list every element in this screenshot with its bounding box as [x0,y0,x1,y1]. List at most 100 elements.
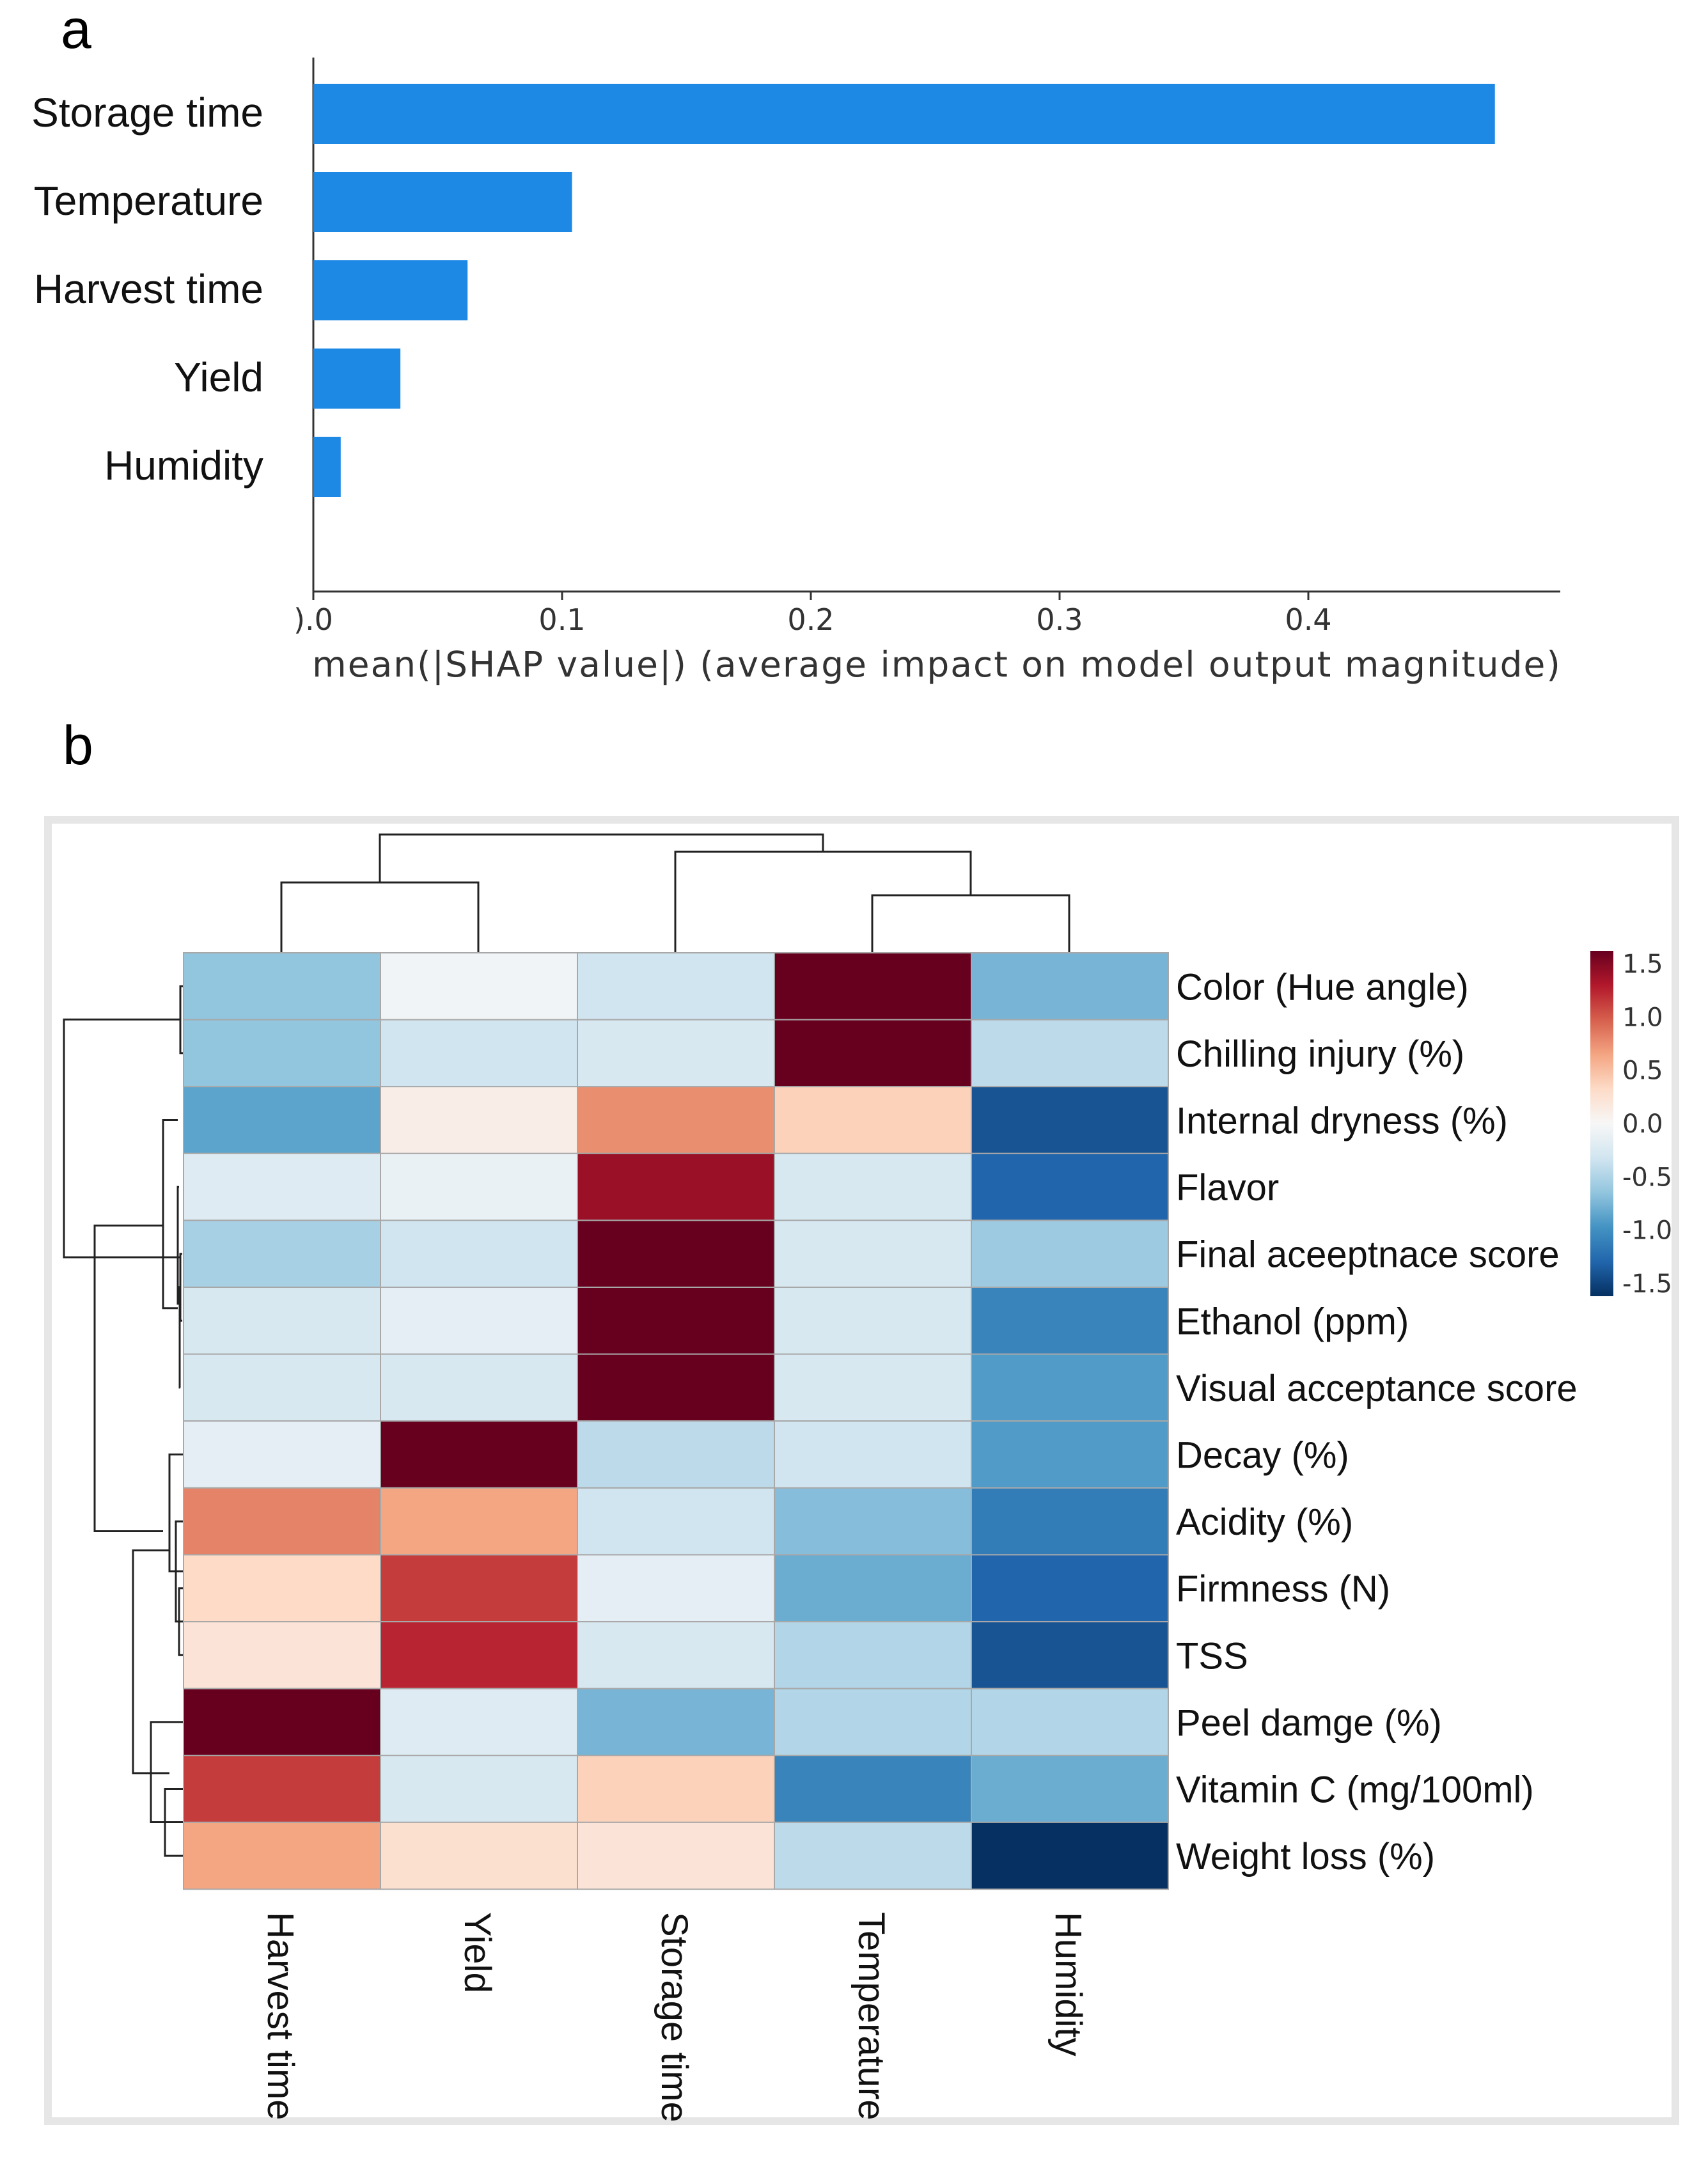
heatmap-cell [971,1353,1169,1422]
heatmap-cell [774,1755,972,1823]
row-label-peel-damge: Peel damge (%) [1176,1702,1442,1744]
heatmap-cell [577,952,775,1021]
heatmap-cell [380,1688,578,1757]
heatmap-cell [971,1487,1169,1556]
column-labels: Harvest time Yield Storage time Temperature… [260,1912,1089,2122]
heatmap-cell [380,1019,578,1088]
bar-label-harvest-time: Harvest time [34,266,263,312]
panel-b-label: b [63,715,93,776]
heatmap-cell [774,1353,972,1422]
colorbar-tick-label: -1.5 [1622,1269,1672,1299]
bar-temperature [313,172,572,232]
row-labels: Color (Hue angle) Chilling injury (%) Inte… [1176,966,1578,1877]
column-label-yield: Yield [457,1912,498,1993]
heatmap-cell [380,1420,578,1489]
panel-b: b Color (Hue angle) Chilling injury (%) In… [44,715,1679,2125]
heatmap-cell [183,1420,381,1489]
heatmap-cell [577,1152,775,1221]
heatmap-cell [183,1086,381,1154]
x-tick-label: 0.4 [1285,602,1331,637]
heatmap-cell [183,1554,381,1622]
colorbar-tick-label: 1.0 [1622,1003,1663,1032]
heatmap-cell [971,1219,1169,1289]
heatmap-cell [577,1420,775,1489]
bar-label-temperature: Temperature [34,178,263,224]
heatmap-cell [577,1086,775,1154]
row-dendro-link [93,1225,163,1532]
heatmap-cell [774,1688,972,1757]
heatmap-cell [774,1219,972,1289]
heatmap-cell [774,1152,972,1221]
bar-marks: Storage time Temperature Harvest time Yield… [31,84,1495,497]
heatmap-cell [183,952,381,1021]
row-dendro-link [150,1721,184,1823]
heatmap-cell [380,1755,578,1823]
heatmap-cell [971,1086,1169,1154]
row-label-flavor: Flavor [1176,1167,1279,1209]
colorbar-tick-label: 0.0 [1622,1109,1663,1139]
row-label-ethanol-ppm: Ethanol (ppm) [1176,1301,1409,1342]
heatmap-cell [380,1554,578,1622]
heatmap-cell [774,1821,972,1890]
heatmap-cell [774,1287,972,1355]
heatmap-cell [183,1353,381,1422]
heatmap-cell [183,1621,381,1689]
row-label-visual-acceptance-score: Visual acceptance score [1176,1368,1578,1409]
heatmap-cell [971,1688,1169,1757]
bar-label-yield: Yield [174,354,263,400]
heatmap-cell [971,952,1169,1021]
bar-yield [313,349,401,409]
heatmap-cell [380,1821,578,1890]
heatmap-cell [971,1755,1169,1823]
panel-a-label: a [61,0,91,60]
heatmap-cell [183,1019,381,1088]
x-tick-label: 0.2 [787,602,834,637]
heatmap-cell [971,1287,1169,1355]
row-dendro-link [132,1549,169,1775]
x-tick-label: 0.1 [538,602,585,637]
row-dendrogram [63,985,185,1857]
heatmap-cell [774,952,972,1021]
heatmap-cell [380,1287,578,1355]
heatmap-cell [183,1219,381,1289]
colorbar-tick-label: 1.5 [1622,950,1663,979]
bar-harvest-time [313,260,468,320]
heatmap-cell [774,1019,972,1088]
column-label-temperature: Temperature [850,1912,892,2120]
x-axis-ticks: ).0 0.1 0.2 0.3 0.4 [294,592,1332,637]
heatmap-cell [183,1688,381,1757]
column-label-humidity: Humidity [1047,1912,1089,2057]
shap-bar-chart: Storage time Temperature Harvest time Yield… [31,58,1562,686]
panel-a: a Storage time Temperature Harvest time Yie… [31,0,1562,686]
heatmap-cell [774,1554,972,1622]
heatmap-cell [380,1621,578,1689]
x-axis-label: mean(|SHAP value|) (average impact on mo… [312,644,1562,686]
bar-label-storage-time: Storage time [31,90,263,136]
row-label-weight-loss: Weight loss (%) [1176,1836,1435,1877]
heatmap-cell [183,1821,381,1890]
heatmap-cell [577,1219,775,1289]
x-tick-label: 0.3 [1036,602,1083,637]
column-label-harvest-time: Harvest time [260,1912,301,2120]
row-dendro-link [168,1454,184,1572]
row-label-vitamin-c-mg-100ml: Vitamin C (mg/100ml) [1176,1769,1534,1811]
heatmap-cell [774,1621,972,1689]
row-label-final-aceeptnace-score: Final aceeptnace score [1176,1234,1560,1276]
heatmap-cell [380,1086,578,1154]
column-dendrogram [280,833,1070,953]
heatmap-cell [183,1152,381,1221]
row-dendro-link [162,1119,178,1310]
row-dendro-link [63,1018,180,1258]
row-label-acidity: Acidity (%) [1176,1501,1353,1543]
heatmap-cell [577,1688,775,1757]
heatmap-cell [183,1487,381,1556]
heatmap-cell [577,1353,775,1422]
col-dendro-link-root [379,833,824,882]
heatmap-cell [971,1420,1169,1489]
heatmap-cell [774,1086,972,1154]
row-label-decay: Decay (%) [1176,1435,1349,1477]
heatmap-cell [971,1019,1169,1088]
heatmap-cell [971,1621,1169,1689]
heatmap-cell [577,1821,775,1890]
clustered-heatmap: Color (Hue angle) Chilling injury (%) Inte… [63,833,1672,2122]
